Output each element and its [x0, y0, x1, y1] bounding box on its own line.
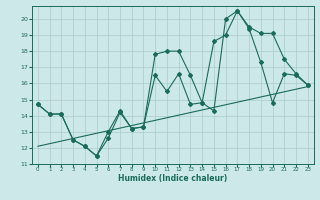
X-axis label: Humidex (Indice chaleur): Humidex (Indice chaleur)	[118, 174, 228, 183]
